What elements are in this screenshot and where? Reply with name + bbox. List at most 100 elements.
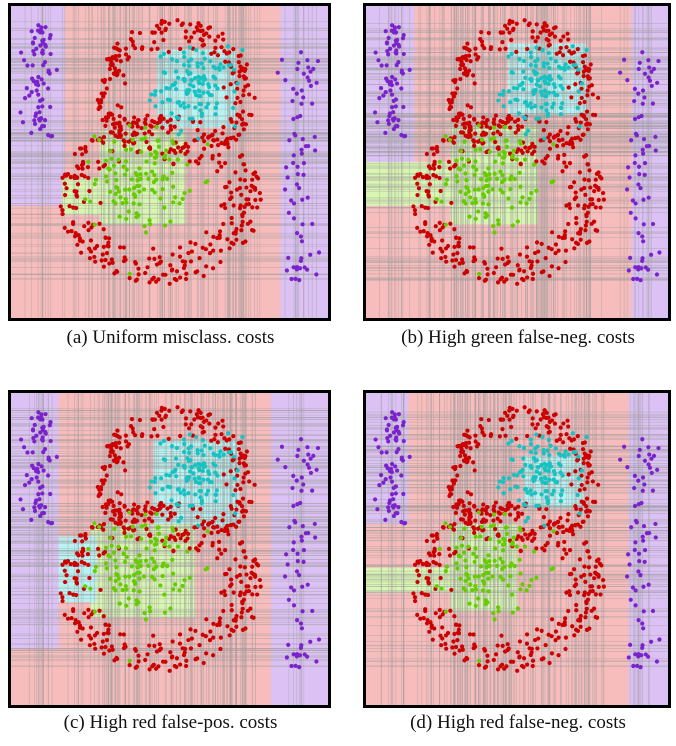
data-point [107, 463, 113, 469]
data-point [474, 554, 479, 559]
data-point [549, 617, 555, 622]
data-point [528, 77, 533, 82]
data-point [541, 448, 546, 453]
data-point [584, 240, 590, 246]
data-point [568, 446, 573, 451]
data-point [182, 650, 187, 655]
data-point [393, 124, 398, 129]
data-point [539, 628, 544, 633]
data-point [42, 505, 48, 510]
data-point [444, 177, 450, 182]
data-point [462, 45, 467, 50]
data-point [188, 469, 193, 474]
data-point [584, 214, 589, 219]
data-point [117, 53, 122, 58]
data-point [640, 621, 645, 626]
data-point [463, 578, 468, 584]
data-point [223, 548, 228, 553]
data-point [48, 419, 53, 425]
data-point [200, 437, 206, 443]
data-point [391, 110, 396, 115]
data-point [132, 433, 138, 438]
data-point [242, 565, 247, 570]
data-point [577, 101, 582, 106]
data-point [248, 189, 253, 194]
data-point [525, 515, 531, 520]
data-point [513, 130, 518, 135]
data-point [240, 109, 246, 114]
data-point [501, 476, 506, 481]
data-point [41, 37, 46, 42]
data-point [171, 587, 176, 592]
data-point [501, 149, 506, 154]
data-point [439, 643, 444, 648]
data-point [173, 582, 178, 587]
data-point [584, 496, 590, 501]
data-point [74, 576, 79, 581]
data-point [115, 656, 120, 661]
data-point [200, 632, 205, 637]
data-point [376, 445, 381, 450]
data-point [541, 269, 546, 274]
data-point [627, 562, 632, 567]
data-point [201, 139, 207, 144]
data-point [250, 177, 255, 182]
data-point [101, 140, 106, 145]
data-point [463, 133, 468, 138]
data-point [581, 74, 586, 79]
data-point [514, 157, 519, 162]
data-point [529, 263, 534, 268]
data-point [593, 205, 598, 210]
data-point [449, 492, 454, 497]
data-point [545, 153, 550, 159]
data-point [141, 574, 147, 579]
data-point [25, 63, 30, 68]
data-point [200, 245, 205, 250]
data-point [188, 240, 193, 245]
data-point [203, 180, 208, 185]
data-point [123, 439, 129, 444]
data-point [300, 609, 305, 614]
data-point [547, 533, 553, 538]
data-point [113, 588, 118, 593]
data-point [178, 490, 183, 495]
data-point [158, 196, 163, 201]
data-point [450, 645, 455, 650]
data-point [479, 30, 484, 35]
data-point [152, 542, 157, 547]
data-point [212, 437, 217, 442]
data-point [195, 415, 200, 420]
data-point [215, 530, 221, 535]
data-point [21, 445, 27, 450]
data-point [223, 205, 228, 211]
data-point [633, 588, 638, 593]
data-point [244, 572, 249, 577]
data-point [313, 535, 318, 540]
data-point [544, 120, 549, 125]
data-point [218, 62, 223, 67]
data-point [134, 602, 139, 607]
data-point [132, 502, 137, 507]
data-point [487, 172, 492, 177]
data-point [438, 575, 443, 581]
data-point [62, 181, 67, 186]
data-point [235, 468, 240, 473]
data-point [221, 37, 226, 42]
data-point [41, 468, 46, 473]
data-point [310, 608, 315, 614]
data-point [584, 601, 589, 606]
data-point [92, 222, 97, 227]
data-point [521, 58, 527, 64]
data-point [578, 226, 583, 232]
data-point [474, 57, 480, 62]
data-point [438, 633, 443, 638]
data-point [114, 460, 119, 465]
data-point [216, 152, 222, 157]
data-point [122, 503, 127, 508]
data-point [478, 147, 483, 152]
data-point [93, 259, 98, 264]
data-point [423, 221, 428, 227]
data-point [596, 197, 601, 203]
data-point [92, 134, 97, 139]
data-point [291, 547, 296, 553]
